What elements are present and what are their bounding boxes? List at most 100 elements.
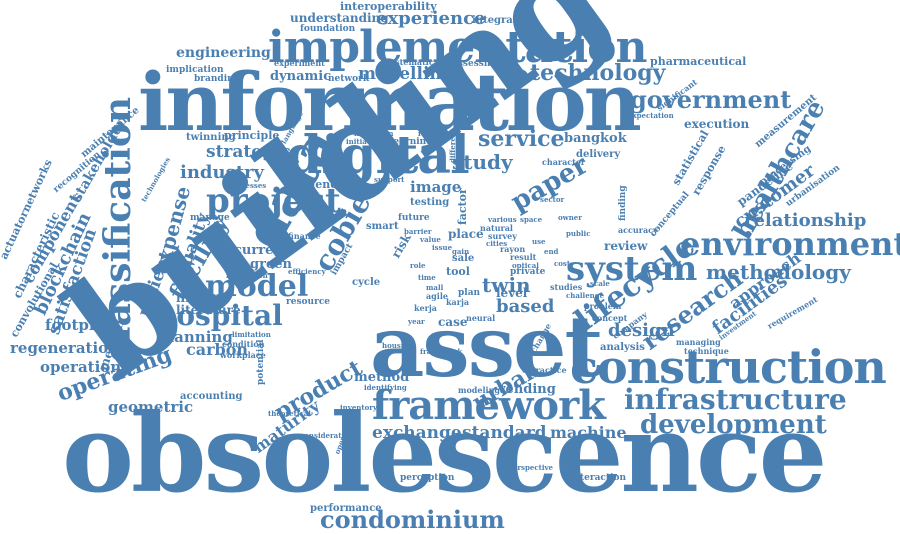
word-evidence: evidence xyxy=(290,178,344,191)
word-level: level xyxy=(496,286,528,300)
word-processes: processes xyxy=(228,181,267,190)
word-asset: asset xyxy=(370,297,603,396)
word-different: different xyxy=(448,128,457,163)
word-cycle: cycle xyxy=(352,277,381,288)
word-public: public xyxy=(566,229,591,238)
word-service: service xyxy=(478,126,565,152)
word-carbon: carbon xyxy=(186,340,249,359)
word-modelling: modelling xyxy=(358,64,454,84)
word-network: network xyxy=(328,74,370,84)
word-studies: studies xyxy=(550,282,583,292)
word-year: year xyxy=(408,317,425,326)
word-finding: finding xyxy=(618,185,628,221)
word-revealing: revealing xyxy=(418,129,455,138)
word-practice: practice xyxy=(530,365,567,375)
word-end: end xyxy=(544,247,559,256)
word-initiative: initiative xyxy=(346,137,382,146)
word-optical: optical xyxy=(512,261,539,270)
word-survey: survey xyxy=(488,231,517,241)
word-sale: sale xyxy=(452,253,475,264)
word-problem: problem xyxy=(584,301,622,311)
word-housing: housing xyxy=(382,341,414,350)
word-bangkok: bangkok xyxy=(564,131,627,146)
word-regeneration: regeneration xyxy=(10,339,120,357)
word-interoperability: interoperability xyxy=(340,0,437,13)
word-kerja: kerja xyxy=(414,303,437,313)
word-accuracy: accuracy xyxy=(618,225,658,235)
word-review: review xyxy=(604,239,648,253)
word-mall: mall xyxy=(426,283,444,292)
word-smart: smart xyxy=(366,221,399,232)
word-use: use xyxy=(532,237,546,246)
word-analysis: analysis xyxy=(600,342,645,353)
word-inventory: inventory xyxy=(340,403,378,412)
word-project: project xyxy=(206,181,341,221)
word-footprint: footprint xyxy=(45,316,121,334)
word-space: space xyxy=(520,215,543,224)
word-framework-small: framework xyxy=(420,347,463,356)
word-twinning: twinning xyxy=(186,132,236,143)
word-experiment: experiment xyxy=(274,58,325,68)
word-engineering: engineering xyxy=(176,45,271,61)
word-strategic: strategic xyxy=(206,142,291,162)
word-implication: implication xyxy=(166,65,224,75)
word-understanding: understanding xyxy=(290,11,389,25)
word-factor: factor xyxy=(456,188,469,225)
word-construction: construction xyxy=(570,340,887,394)
word-challenge: challenge xyxy=(566,291,605,300)
word-support: support xyxy=(374,175,405,184)
word-information: information xyxy=(138,55,642,149)
word-issue: issue xyxy=(432,243,453,252)
word-tool: tool xyxy=(446,265,470,278)
word-identifying: identifying xyxy=(364,383,407,392)
word-standard: standard xyxy=(462,423,547,443)
word-place: place xyxy=(448,227,484,241)
word-system: system xyxy=(566,249,698,289)
word-integration: integration xyxy=(472,15,536,26)
word-condition: condition xyxy=(222,339,265,349)
word-role: role xyxy=(410,261,426,270)
word-scale: scale xyxy=(590,279,610,288)
word-image: image xyxy=(410,178,462,196)
word-modeling: modeling xyxy=(458,385,500,395)
word-karja: karja xyxy=(446,297,470,307)
word-manage: manage xyxy=(190,213,230,223)
word-exchange: exchange xyxy=(372,423,462,443)
word-digital: digital xyxy=(286,125,470,186)
word-perspective: perspective xyxy=(508,463,554,472)
word-finance: finance xyxy=(288,231,321,241)
word-geometric: geometric xyxy=(108,398,194,416)
word-future: future xyxy=(398,213,430,223)
word-pharmaceutical: pharmaceutical xyxy=(650,55,747,68)
word-testing: testing xyxy=(410,197,450,208)
word-branding: branding xyxy=(194,74,240,84)
word-current: current xyxy=(234,243,289,258)
word-gain: gain xyxy=(452,247,470,256)
word-literature: literature xyxy=(176,303,241,317)
word-machine: machine xyxy=(550,423,627,442)
word-technology: technology xyxy=(530,60,666,86)
word-planning: planning xyxy=(158,328,233,346)
word-plan: plan xyxy=(458,288,481,298)
word-time: time xyxy=(418,273,436,282)
word-cost: cost xyxy=(554,259,571,268)
word-design: design xyxy=(608,320,675,341)
word-foundation: foundation xyxy=(300,24,356,34)
word-hospital: hospital xyxy=(156,299,283,332)
word-efficiency: efficiency xyxy=(288,267,326,276)
word-based: based xyxy=(496,296,555,317)
word-development: development xyxy=(640,410,827,440)
word-experience: experience xyxy=(376,8,486,29)
word-industry: industry xyxy=(180,162,264,183)
word-interaction: interaction xyxy=(570,473,627,483)
word-value: value xyxy=(420,235,441,244)
word-character: character xyxy=(542,157,586,167)
word-operation: operation xyxy=(40,358,122,376)
word-principle: principle xyxy=(224,129,280,142)
word-barrier: barrier xyxy=(404,227,432,236)
word-execution: execution xyxy=(684,117,750,131)
word-requirement: requirement xyxy=(765,294,820,331)
word-infrastructure: infrastructure xyxy=(624,383,847,416)
word-framework: framework xyxy=(372,382,606,429)
